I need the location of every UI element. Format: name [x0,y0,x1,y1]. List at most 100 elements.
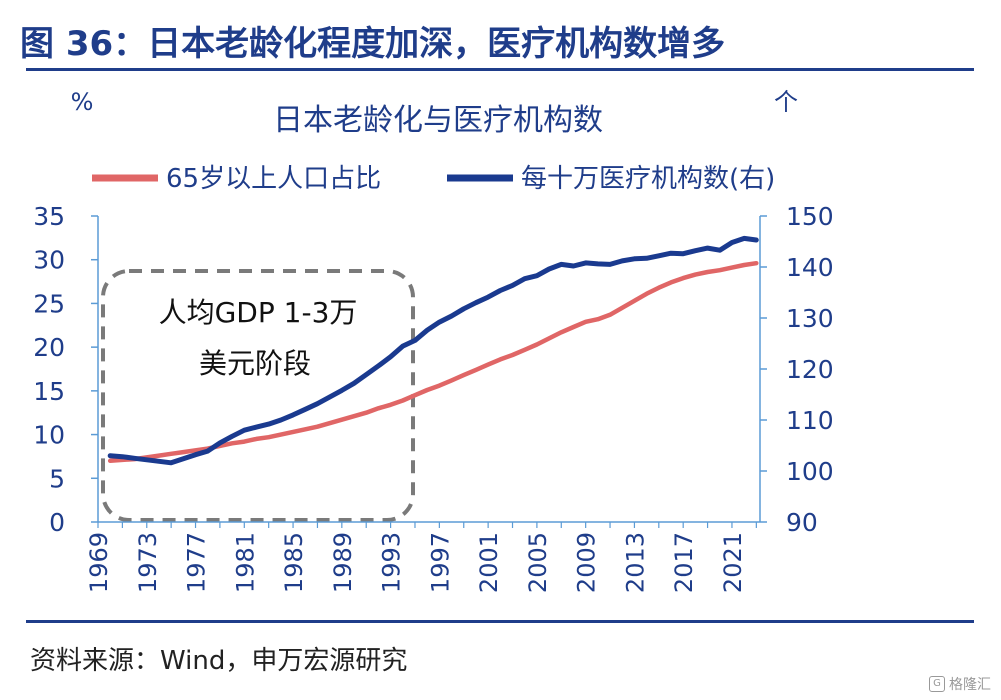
point-facilities [743,237,745,240]
chart-title: 日本老龄化与医疗机构数 [273,103,603,138]
point-aging [645,293,648,295]
point-facilities [255,426,258,428]
point-facilities [584,262,587,264]
point-aging [267,436,270,439]
point-aging [377,407,380,410]
x-tick-label: 1989 [329,532,357,593]
point-aging [121,459,124,461]
point-aging [353,415,355,418]
x-tick-label: 1977 [183,532,211,593]
point-facilities [206,450,209,452]
point-aging [231,442,233,445]
point-facilities [328,396,331,398]
figure-title: 图 36：日本老龄化程度加深，医疗机构数增多 [20,24,726,64]
point-facilities [597,263,599,265]
watermark-text: 格隆汇 [949,677,991,693]
x-tick-label: 1993 [378,532,406,593]
point-facilities [511,284,514,287]
point-facilities [621,260,623,262]
point-aging [341,418,343,421]
point-aging [389,404,392,406]
bottom-rule [26,620,974,623]
point-aging [658,286,660,289]
point-aging [316,425,319,428]
x-tick-label: 2013 [621,532,649,593]
point-facilities [487,296,489,298]
point-facilities [231,435,233,438]
legend-label-facilities: 每十万医疗机构数(右) [521,164,775,194]
right-tick-label: 90 [786,508,818,537]
point-aging [243,440,246,443]
x-tick-label: 1985 [280,532,308,593]
point-facilities [719,249,721,251]
point-aging [462,374,465,376]
right-unit-label: 个 [774,88,798,116]
point-aging [438,384,441,387]
point-aging [487,363,489,366]
point-facilities [499,289,502,292]
point-aging [426,389,429,391]
point-aging [755,262,758,265]
watermark: G 格隆汇 [929,674,991,694]
point-aging [548,337,550,340]
point-facilities [548,268,550,270]
x-tick-label: 1973 [134,532,162,593]
x-tick-label: 2005 [524,532,552,593]
point-facilities [633,258,636,260]
right-tick-label: 130 [786,304,834,333]
x-tick-label: 1981 [231,532,259,593]
point-facilities [353,382,355,385]
point-facilities [658,255,660,257]
point-aging [719,269,721,272]
point-aging [194,449,197,452]
point-facilities [377,365,380,367]
point-facilities [694,249,697,252]
point-aging [170,453,172,455]
point-aging [304,428,307,431]
point-facilities [219,442,221,444]
x-tick-label: 1969 [85,532,113,593]
point-facilities [402,345,404,347]
point-aging [670,281,672,284]
point-facilities [158,460,160,463]
plot-area [107,235,759,466]
legend: 65岁以上人口占比 每十万医疗机构数(右) [92,164,775,194]
chart: 日本老龄化与医疗机构数 % 个 65岁以上人口占比 每十万医疗机构数(右) 人均… [33,88,834,593]
watermark-logo-icon: G [929,676,945,692]
point-facilities [670,252,672,254]
top-rule [26,68,974,71]
point-facilities [170,462,172,464]
point-aging [597,318,599,321]
axes: 0 5 10 15 20 25 30 35 90 100 110 120 130 140 150 1969 19… [33,202,834,593]
point-facilities [560,263,563,266]
point-facilities [133,457,136,460]
point-facilities [572,265,575,267]
point-facilities [731,241,733,244]
point-facilities [109,454,111,457]
point-aging [743,264,745,266]
point-aging [365,411,368,414]
point-facilities [536,274,538,277]
point-facilities [426,329,429,332]
point-facilities [389,356,392,358]
point-facilities [645,257,648,260]
point-aging [402,399,404,402]
x-tick-label: 2001 [475,532,503,593]
point-aging [255,438,258,440]
right-tick-label: 120 [786,355,834,384]
point-facilities [280,419,282,421]
point-facilities [475,301,477,304]
x-tick-label: 2017 [670,532,698,593]
point-aging [499,358,502,361]
point-aging [414,394,416,397]
point-facilities [121,455,124,458]
point-facilities [682,252,684,255]
point-aging [536,343,538,346]
gdp-stage-label-line1: 人均GDP 1-3万 [159,296,358,329]
x-tick-label: 2009 [573,532,601,593]
right-tick-label: 110 [786,406,834,435]
point-facilities [316,402,319,405]
left-tick-label: 0 [49,508,65,537]
legend-label-aging: 65岁以上人口占比 [166,164,381,194]
point-facilities [414,339,416,342]
